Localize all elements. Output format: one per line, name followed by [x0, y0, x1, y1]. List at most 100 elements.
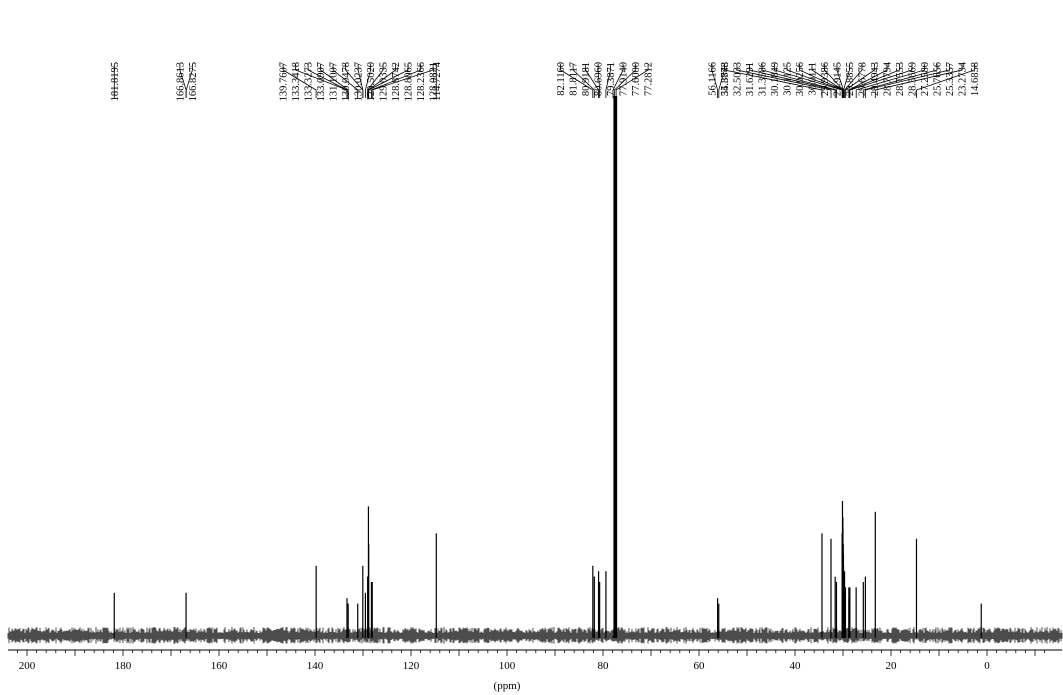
peak-label-connector [371, 64, 421, 98]
peak-label: 77.2812 [644, 62, 655, 96]
peak-label-connector [307, 64, 348, 98]
peak-label-connector [572, 64, 595, 98]
peak-label-connector [365, 64, 371, 98]
x-tick-label: 60 [694, 660, 706, 672]
peak-label: 29.9386 [820, 62, 831, 96]
peak-label: 77.6000 [631, 62, 642, 96]
peak-label: 29.9145 [833, 62, 844, 96]
x-tick-label: 0 [984, 660, 990, 672]
peak-label: 128.8065 [404, 62, 415, 101]
peak-label: 80.6960 [594, 62, 605, 96]
peak-label: 28.5669 [908, 62, 919, 96]
x-tick-label: 120 [403, 660, 420, 672]
x-axis-title: (ppm) [494, 680, 521, 692]
peak-label: 166.8613 [175, 62, 186, 101]
peak-label-connector [371, 64, 434, 98]
peak-label: 25.7656 [933, 62, 944, 96]
peak-label: 130.0237 [354, 62, 365, 101]
peak-label-connector [916, 64, 975, 98]
x-tick-label: 40 [790, 660, 802, 672]
peak-label: 29.4943 [870, 62, 881, 96]
peak-label-connector [597, 64, 601, 98]
peak-label-connector [357, 64, 364, 98]
peak-label: 114.7274 [432, 61, 443, 101]
peak-label-connector [845, 64, 875, 98]
peak-label: 166.8275 [188, 62, 199, 101]
peak-series [113, 96, 982, 638]
peak-label-connector [855, 64, 925, 98]
peak-label-connector [185, 64, 193, 98]
peak-label: 130.0478 [341, 62, 352, 101]
peak-label-connector [749, 64, 836, 98]
peak-label: 133.3273 [304, 62, 315, 101]
x-tick-label: 80 [598, 660, 610, 672]
peak-label: 28.7553 [895, 62, 906, 96]
peak-label: 79.3871 [606, 62, 617, 96]
peak-label: 31.6291 [745, 62, 756, 96]
peak-label-connector [844, 64, 863, 98]
peak-label: 129.0335 [379, 62, 390, 101]
peak-label: 128.8742 [391, 62, 402, 101]
peak-label: 82.1160 [556, 62, 567, 96]
peak-label-connector [332, 64, 359, 98]
peak-label: 131.1007 [329, 62, 340, 101]
peak-label-connector [320, 64, 349, 98]
peak-label-connector [614, 64, 636, 98]
peak-label-connector [367, 64, 384, 98]
peak-label: 80.9181 [581, 62, 592, 96]
peak-label: 133.3418 [291, 62, 302, 101]
peak-label-connector [843, 64, 850, 98]
peak-label: 128.2366 [416, 62, 427, 101]
peak-label-connector [585, 64, 599, 98]
peak-label: 181.8195 [110, 62, 121, 101]
peak-label: 30.0256 [795, 62, 806, 96]
peak-label: 30.0111 [808, 62, 819, 95]
peak-label-connector [711, 64, 718, 98]
peak-label-connector [612, 64, 624, 98]
peak-label: 23.2734 [958, 61, 969, 96]
peak-labels: 181.8195 166.8613 166.8275 139.7607 133.3418… [110, 61, 981, 101]
peak-label: 55.8848 [720, 62, 731, 96]
peak-label: 77.9140 [619, 62, 630, 96]
peak-label: 56.1166 [707, 62, 718, 96]
peak-label: 29.8855 [845, 62, 856, 96]
baseline-noise [7, 627, 1063, 644]
peak-label-connector [605, 64, 611, 98]
peak-label-connector [848, 64, 900, 98]
peak-label-connector [761, 64, 837, 98]
x-tick-label: 100 [499, 660, 516, 672]
peak-label: 129.5020 [366, 62, 377, 101]
peak-label-connector [560, 64, 594, 98]
peak-label: 32.5033 [733, 62, 744, 96]
peak-label-connector [615, 64, 649, 98]
peak-label-connector [849, 64, 913, 98]
peak-label: 128.0821 [429, 62, 440, 101]
x-axis-ticks: 200 180 160 140 120 100 80 60 40 20 0 [16, 650, 1045, 672]
peak-label: 25.3357 [945, 62, 956, 96]
noise-trace [7, 627, 1063, 644]
peak-label: 34.3773 [720, 62, 731, 96]
x-tick-label: 160 [211, 660, 228, 672]
peak-label: 14.6858 [970, 62, 981, 96]
peak-label: 31.3586 [758, 62, 769, 96]
peak-label-connector [368, 64, 409, 98]
peak-label: 27.2580 [920, 62, 931, 96]
x-tick-label: 200 [19, 660, 36, 672]
x-tick-label: 20 [886, 660, 898, 672]
peak-label-connectors [113, 64, 975, 98]
peak-label: 133.0907 [316, 62, 327, 101]
peak-label: 30.1125 [783, 62, 794, 96]
peak-label: 139.7607 [279, 62, 290, 101]
peak-label-connector [282, 64, 317, 98]
peak-label: 81.8117 [569, 62, 580, 96]
peak-label-connector [874, 64, 963, 98]
peak-label: 30.1849 [770, 62, 781, 96]
peak-label-connector [865, 64, 950, 98]
peak-label: 28.7794 [883, 61, 894, 96]
peak-label-connector [862, 64, 938, 98]
peak-label-connector [736, 64, 832, 98]
peak-label: 29.6778 [858, 62, 869, 96]
x-tick-label: 180 [115, 660, 132, 672]
x-tick-label: 140 [307, 660, 324, 672]
